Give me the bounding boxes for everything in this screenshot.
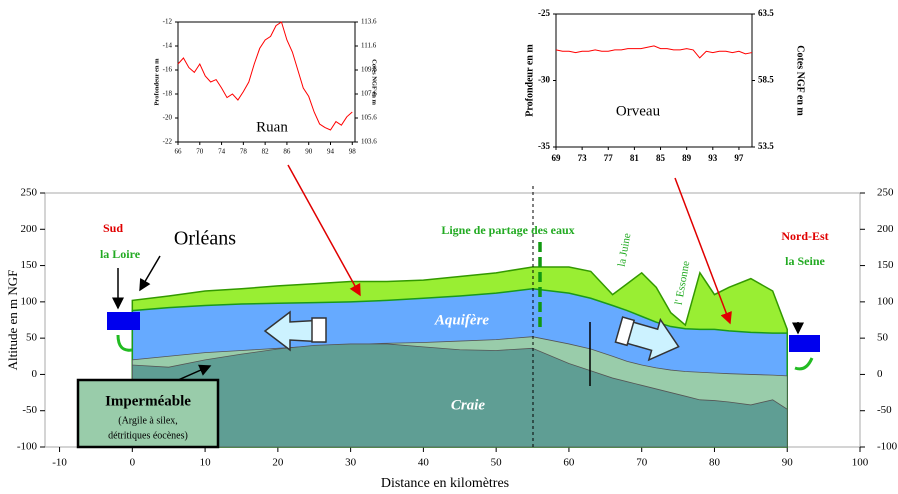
y2-tick-label: 113.6 [361,18,377,26]
annotation: Sud [103,221,123,235]
x-tick-label: 74 [218,148,226,156]
x-tick-label: 78 [240,148,248,156]
y2-tick-label: 50 [877,332,889,344]
x-tick-label: 20 [272,457,284,469]
page: -100102030405060708090100-100-5005010015… [0,0,898,494]
x-tick-label: 70 [196,148,204,156]
inset-title: Orveau [616,103,661,119]
layer-label: Aquifère [434,312,490,328]
annotation: (Argile à silex, [118,415,178,426]
plot-frame [556,14,752,147]
y-tick-label: 50 [26,332,38,344]
y-tick-label: -18 [163,90,173,98]
y2-tick-label: 58.5 [758,75,774,85]
x-tick-label: 0 [130,457,136,469]
y2-tick-label: 105.6 [361,114,377,122]
y-tick-label: -14 [163,42,173,50]
y2-axis-label: Cotes NGF en m [371,59,378,105]
annotation: Orléans [174,228,236,250]
x-tick-label: 60 [563,457,575,469]
annotation: détritiques éocènes) [108,430,188,441]
y2-tick-label: -50 [877,404,892,416]
y2-tick-label: -100 [877,441,898,453]
y-tick-label: -50 [22,404,37,416]
annotation: la Loire [100,247,141,261]
x-tick-label: 90 [305,148,313,156]
y-axis-label: Profondeur en m [524,44,535,117]
y-tick-label: 200 [21,223,38,235]
y2-tick-label: 0 [877,368,883,380]
figure: -100102030405060708090100-100-5005010015… [0,0,898,494]
river-loire [107,312,140,330]
y2-tick-label: 200 [877,223,894,235]
x-tick-label: 40 [418,457,430,469]
flow-arrow-tail [312,318,326,342]
x-tick-label: 82 [262,148,270,156]
y2-tick-label: 53.5 [758,141,774,151]
x-tick-label: 66 [175,148,183,156]
y2-tick-label: 250 [877,187,894,199]
x-tick-label: 86 [283,148,291,156]
x-tick-label: 97 [734,153,744,163]
y-tick-label: -35 [538,141,550,151]
annotation: Ligne de partage des eaux [441,223,574,237]
x-tick-label: 94 [327,148,335,156]
x-axis-label: Distance en kilomètres [381,476,509,491]
y2-tick-label: 111.6 [361,42,377,50]
x-tick-label: 70 [636,457,648,469]
annotation: Imperméable [105,393,191,409]
y-tick-label: 250 [21,187,38,199]
river-seine [789,335,820,352]
x-tick-label: 98 [349,148,357,156]
x-tick-label: 50 [491,457,503,469]
x-tick-label: 69 [552,153,562,163]
y-tick-label: -25 [538,8,550,18]
x-tick-label: 10 [200,457,212,469]
y2-tick-label: 100 [877,295,894,307]
x-tick-label: 100 [852,457,869,469]
annotation: Nord-Est [781,229,828,243]
x-tick-label: 89 [682,153,692,163]
x-tick-label: 81 [630,153,640,163]
y2-axis-label: Cotes NGF en m [795,45,806,116]
y-tick-label: 0 [32,368,38,380]
y-tick-label: -30 [538,75,550,85]
layer-label: Craie [451,397,486,413]
y2-tick-label: 63.5 [758,8,774,18]
x-tick-label: 80 [709,457,721,469]
x-tick-label: 85 [656,153,666,163]
y-tick-label: -12 [163,18,173,26]
y-tick-label: -20 [163,114,173,122]
y-tick-label: -22 [163,138,173,146]
y-tick-label: 150 [21,259,38,271]
y-axis-label: Altitude en m NGF [5,270,20,371]
annotation: la Seine [785,254,825,268]
y2-tick-label: 103.6 [361,138,377,146]
x-tick-label: 30 [345,457,357,469]
x-tick-label: 73 [578,153,588,163]
y-tick-label: -100 [17,441,38,453]
x-tick-label: 93 [708,153,718,163]
y-axis-label: Profondeur en m [153,58,160,106]
y2-tick-label: 150 [877,259,894,271]
x-tick-label: -10 [52,457,67,469]
x-tick-label: 77 [604,153,614,163]
x-tick-label: 90 [782,457,794,469]
inset-title: Ruan [256,119,288,135]
y-tick-label: 100 [21,295,38,307]
y-tick-label: -16 [163,66,173,74]
